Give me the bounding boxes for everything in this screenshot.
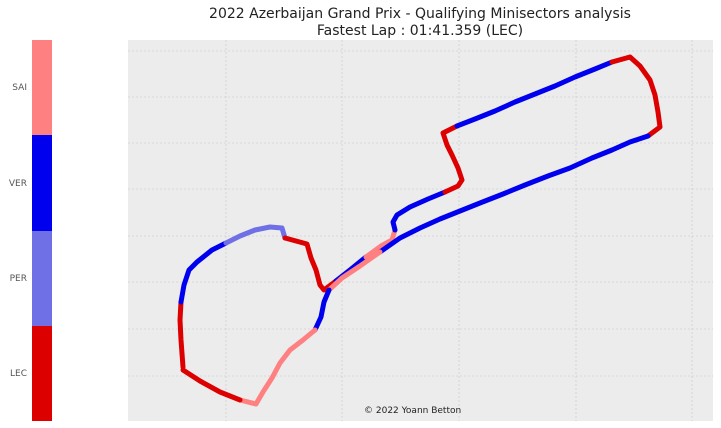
colorbar-segment-ver [32, 135, 52, 231]
chart-title-line-1: 2022 Azerbaijan Grand Prix - Qualifying … [209, 6, 631, 22]
colorbar-segment-lec [32, 326, 52, 421]
plot-grid [128, 40, 713, 421]
minisector-sai [363, 227, 398, 260]
minisector-lec [440, 123, 465, 195]
colorbar-label-lec: LEC [10, 369, 27, 379]
chart-title: 2022 Azerbaijan Grand Prix - Qualifying … [120, 6, 720, 40]
colorbar-label-per: PER [9, 274, 27, 284]
copyright-credit: © 2022 Yoann Betton [364, 406, 462, 416]
chart-title-line-2: Fastest Lap : 01:41.359 (LEC) [316, 23, 524, 39]
minisector-lec [177, 299, 186, 370]
driver-colorbar [32, 40, 52, 421]
colorbar-segment-per [32, 231, 52, 326]
minisector-sai [237, 327, 318, 407]
minisector-lec [609, 54, 663, 139]
minisector-lec [282, 235, 339, 293]
minisector-ver [390, 189, 448, 233]
colorbar-label-sai: SAI [12, 83, 27, 93]
minisector-per [223, 224, 288, 246]
minisector-ver [454, 59, 615, 129]
minisector-lec [180, 367, 243, 403]
minisector-sai [326, 249, 383, 293]
minisector-ver [377, 133, 651, 255]
track-line [177, 54, 663, 407]
minisector-ver [312, 287, 332, 333]
minisector-ver [178, 240, 229, 305]
colorbar-segment-sai [32, 40, 52, 135]
colorbar-label-ver: VER [8, 179, 27, 189]
